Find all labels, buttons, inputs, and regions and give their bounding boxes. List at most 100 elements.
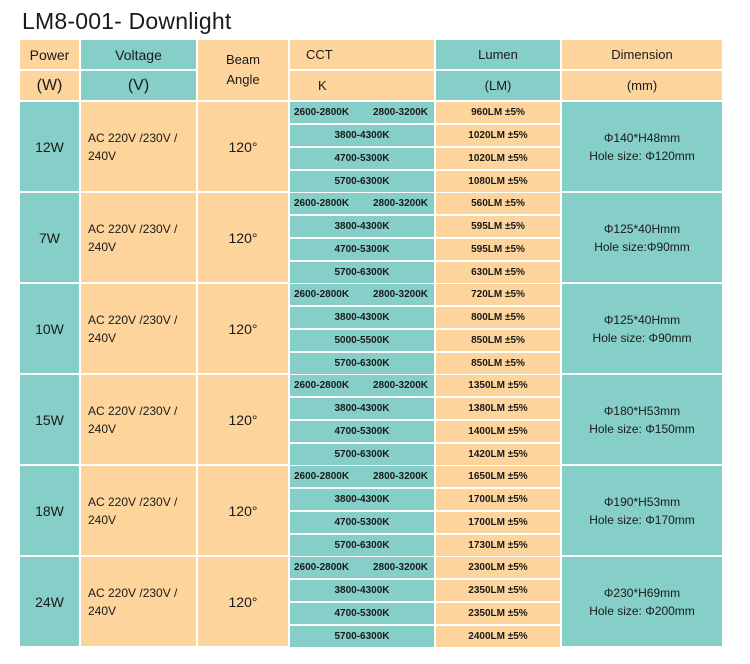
lumen-value: 850LM ±5%	[471, 358, 525, 369]
cct-value: 2600-2800K	[294, 380, 350, 391]
cct-cell: 5700-6300K	[290, 353, 434, 374]
lumen-value: 1080LM ±5%	[468, 176, 528, 187]
hole-size: Hole size: Φ200mm	[589, 603, 695, 618]
header-lumen-unit: (LM)	[436, 71, 560, 100]
cct-cell: 5700-6300K	[290, 444, 434, 465]
cct-value: 5700-6300K	[334, 631, 390, 642]
lumen-value: 800LM ±5%	[471, 312, 525, 323]
cct-cell: 2600-2800K 2800-3200K	[290, 466, 434, 487]
lumen-cell: 1020LM ±5%	[436, 148, 560, 169]
cct-value-alt: 2800-3200K	[372, 562, 428, 573]
cct-cell: 2600-2800K 2800-3200K	[290, 557, 434, 578]
power-cell: 15W	[20, 375, 79, 464]
cct-value: 3800-4300K	[334, 494, 390, 505]
dimension-size: Φ125*40Hmm	[603, 312, 681, 327]
cct-value: 3800-4300K	[334, 130, 390, 141]
cct-cell: 4700-5300K	[290, 239, 434, 260]
cct-value: 4700-5300K	[334, 244, 390, 255]
lumen-value: 630LM ±5%	[471, 267, 525, 278]
cct-cell: 4700-5300K	[290, 148, 434, 169]
lumen-value: 1400LM ±5%	[468, 426, 528, 437]
beam-angle-cell: 120°	[198, 466, 288, 555]
lumen-cell: 2400LM ±5%	[436, 626, 560, 647]
lumen-cell: 850LM ±5%	[436, 353, 560, 374]
lumen-value: 1420LM ±5%	[468, 449, 528, 460]
cct-cell: 5000-5500K	[290, 330, 434, 351]
dimension-cell: Φ125*40Hmm Hole size:Φ90mm	[562, 193, 722, 282]
voltage-cell: AC 220V /230V /240V	[81, 466, 196, 555]
lumen-cell: 630LM ±5%	[436, 262, 560, 283]
beam-angle-cell: 120°	[198, 284, 288, 373]
lumen-cell: 850LM ±5%	[436, 330, 560, 351]
header-voltage-unit: (V)	[81, 71, 196, 100]
beam-angle-value: 120°	[228, 229, 258, 246]
cct-cell: 2600-2800K 2800-3200K	[290, 193, 434, 214]
lumen-value: 1350LM ±5%	[468, 380, 528, 391]
cct-value: 5700-6300K	[334, 176, 390, 187]
lumen-value: 1730LM ±5%	[468, 540, 528, 551]
header-cct-unit: K	[290, 71, 434, 100]
lumen-cell: 1400LM ±5%	[436, 421, 560, 442]
cct-value: 2600-2800K	[294, 198, 350, 209]
lumen-value: 2400LM ±5%	[468, 631, 528, 642]
cct-value-alt: 2800-3200K	[372, 107, 428, 118]
power-cell: 18W	[20, 466, 79, 555]
lumen-cell: 720LM ±5%	[436, 284, 560, 305]
voltage-cell: AC 220V /230V /240V	[81, 375, 196, 464]
header-dimension: Dimension	[562, 40, 722, 69]
hole-size: Hole size: Φ150mm	[589, 421, 695, 436]
cct-value: 2600-2800K	[294, 562, 350, 573]
hole-size: Hole size:Φ90mm	[594, 239, 690, 254]
cct-value: 5700-6300K	[334, 540, 390, 551]
lumen-cell: 1080LM ±5%	[436, 171, 560, 192]
dimension-cell: Φ190*H53mm Hole size: Φ170mm	[562, 466, 722, 555]
lumen-value: 2350LM ±5%	[468, 608, 528, 619]
lumen-cell: 595LM ±5%	[436, 239, 560, 260]
cct-cell: 5700-6300K	[290, 171, 434, 192]
cct-cell: 2600-2800K 2800-3200K	[290, 284, 434, 305]
lumen-value: 960LM ±5%	[471, 107, 525, 118]
lumen-cell: 1730LM ±5%	[436, 535, 560, 556]
lumen-cell: 2300LM ±5%	[436, 557, 560, 578]
cct-cell: 4700-5300K	[290, 512, 434, 533]
lumen-cell: 1420LM ±5%	[436, 444, 560, 465]
beam-angle-cell: 120°	[198, 375, 288, 464]
power-cell: 7W	[20, 193, 79, 282]
cct-cell: 5700-6300K	[290, 626, 434, 647]
lumen-cell: 1350LM ±5%	[436, 375, 560, 396]
lumen-value: 2350LM ±5%	[468, 585, 528, 596]
power-cell: 10W	[20, 284, 79, 373]
dimension-size: Φ180*H53mm	[603, 403, 681, 418]
beam-angle-value: 120°	[228, 593, 258, 610]
power-cell: 12W	[20, 102, 79, 191]
cct-cell: 3800-4300K	[290, 489, 434, 510]
power-value: 7W	[39, 229, 60, 246]
page-title: LM8-001- Downlight	[22, 8, 232, 34]
cct-cell: 3800-4300K	[290, 398, 434, 419]
lumen-value: 850LM ±5%	[471, 335, 525, 346]
lumen-cell: 2350LM ±5%	[436, 580, 560, 601]
cct-cell: 4700-5300K	[290, 421, 434, 442]
lumen-cell: 595LM ±5%	[436, 216, 560, 237]
dimension-size: Φ230*H69mm	[603, 585, 681, 600]
power-value: 15W	[35, 411, 64, 428]
beam-angle-value: 120°	[228, 502, 258, 519]
lumen-value: 1650LM ±5%	[468, 471, 528, 482]
cct-value: 5700-6300K	[334, 358, 390, 369]
lumen-value: 1700LM ±5%	[468, 517, 528, 528]
cct-value: 5700-6300K	[334, 267, 390, 278]
hole-size: Hole size: Φ90mm	[592, 330, 692, 345]
hole-size: Hole size: Φ120mm	[589, 148, 695, 163]
dimension-cell: Φ125*40Hmm Hole size: Φ90mm	[562, 284, 722, 373]
cct-value: 4700-5300K	[334, 426, 390, 437]
dimension-size: Φ125*40Hmm	[603, 221, 681, 236]
lumen-value: 2300LM ±5%	[468, 562, 528, 573]
voltage-cell: AC 220V /230V /240V	[81, 557, 196, 646]
beam-angle-cell: 120°	[198, 193, 288, 282]
dimension-cell: Φ230*H69mm Hole size: Φ200mm	[562, 557, 722, 646]
cct-value: 2600-2800K	[294, 289, 350, 300]
cct-cell: 2600-2800K 2800-3200K	[290, 375, 434, 396]
cct-value-alt: 2800-3200K	[372, 198, 428, 209]
beam-angle-value: 120°	[228, 138, 258, 155]
power-cell: 24W	[20, 557, 79, 646]
